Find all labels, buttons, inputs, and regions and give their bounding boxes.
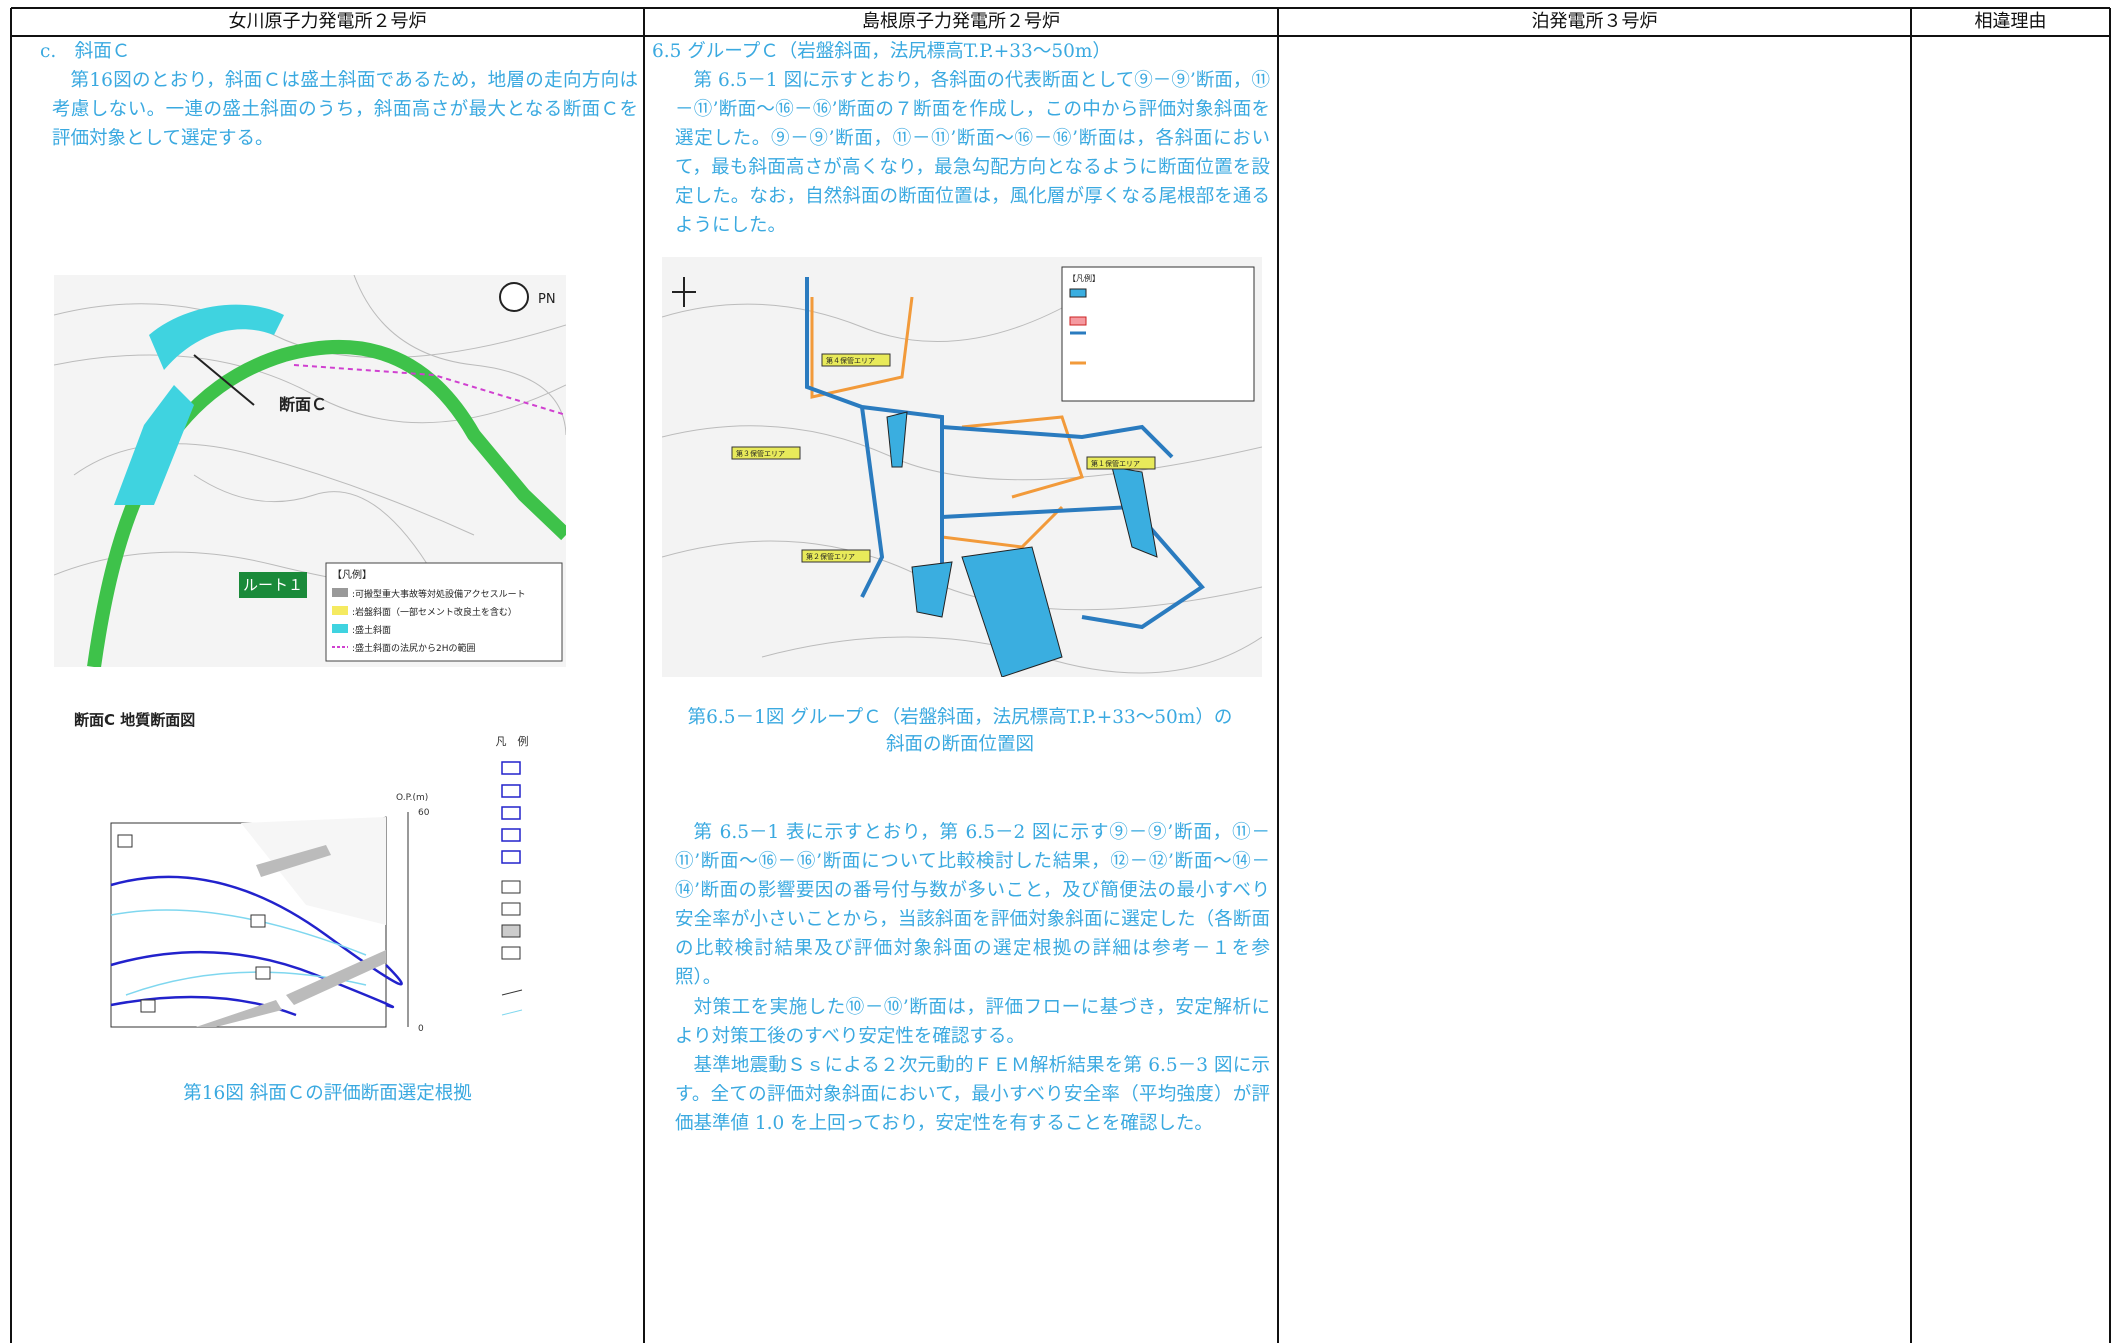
contours: [54, 275, 566, 606]
legend-title: 【凡例】: [332, 568, 372, 581]
legend-item: :岩盤斜面（一部セメント改良土を含む）: [352, 606, 517, 618]
map-figure: 断面Ｃ PN ルート１ 【凡例】 :可搬型重大事故等対処設備アクセスルート :岩…: [54, 275, 566, 667]
access-route: [805, 277, 1206, 630]
fill-slope: [114, 385, 194, 505]
column-header: 島根原子力発電所２号炉: [862, 11, 1060, 32]
north-label: PN: [538, 292, 556, 307]
map-figure: 第４保管エリア 第３保管エリア 第１保管エリア 第２保管エリア 【凡例】: [662, 257, 1262, 677]
paragraph: 第 6.5－1 表に示すとおり，第 6.5－2 図に示す⑨－⑨’断面，⑪－⑪’断…: [675, 822, 1270, 988]
table-top: [11, 7, 2110, 9]
heading: 6.5 グループＣ（岩盤斜面，法尻標高T.P.+33～50m）: [652, 41, 1111, 62]
paragraph: 基準地震動Ｓｓによる２次元動的ＦＥＭ解析結果を第 6.5－3 図に示す。全ての評…: [675, 1055, 1270, 1134]
legend-swatch: [332, 624, 348, 633]
section-line: [193, 354, 255, 406]
column-rule: [643, 8, 645, 1343]
header-rule: [11, 35, 2110, 37]
figure-caption: 第6.5－1図 グループＣ（岩盤斜面，法尻標高T.P.+33～50m）の: [687, 707, 1233, 728]
area-tags: [731, 353, 1156, 563]
axis-tick-label: 60: [418, 808, 430, 818]
paragraph: 対策工を実施した⑩－⑩’断面は，評価フローに基づき，安定解析により対策工後のすべ…: [675, 997, 1270, 1047]
area-label: 第１保管エリア: [1091, 459, 1140, 468]
heading: c. 斜面Ｃ: [40, 41, 131, 62]
route: [87, 340, 566, 667]
figure-caption: 第16図 斜面Ｃの評価断面選定根拠: [183, 1083, 472, 1104]
legend-swatch: [332, 588, 348, 597]
fill-slope: [149, 304, 284, 370]
legend-title: 凡 例: [496, 734, 529, 748]
column-header: 女川原子力発電所２号炉: [228, 11, 427, 32]
slope-area: [886, 411, 1158, 677]
area-label: 第３保管エリア: [736, 449, 785, 458]
section-title: 断面C 地質断面図: [74, 711, 195, 729]
area-label: 第４保管エリア: [826, 356, 875, 365]
section-label: 断面Ｃ: [279, 395, 327, 414]
area-label: 第２保管エリア: [806, 552, 855, 561]
rock-symbol: [140, 999, 156, 1013]
figure-caption: 斜面の断面位置図: [885, 734, 1034, 755]
legend-swatch: [1069, 288, 1087, 298]
legend-item: :盛土斜面の法尻から2Hの範囲: [352, 642, 476, 654]
section-legend: [501, 880, 523, 1016]
rock-symbol: [255, 966, 271, 980]
paragraph: 第 6.5－1 図に示すとおり，各斜面の代表断面として⑨－⑨’断面，⑪－⑪’断面…: [675, 70, 1270, 236]
column-rule: [10, 8, 12, 1343]
legend-title: 【凡例】: [1068, 273, 1100, 283]
axis-tick-label: 0: [418, 1024, 424, 1034]
north-symbol: [499, 282, 529, 312]
section-figure: 断面C 地質断面図 O.P.(m) 60 0 凡 例: [74, 711, 529, 1034]
sub-route: [810, 296, 1084, 549]
paragraph: 第16図のとおり，斜面Ｃは盛土斜面であるため，地層の走向方向は考慮しない。一連の…: [52, 70, 638, 149]
rock-symbol: [117, 834, 133, 848]
route-label: ルート１: [243, 576, 303, 594]
dikes: [196, 845, 386, 1027]
column-rule: [1910, 8, 1912, 1343]
range-line: [293, 364, 566, 416]
column-header: 相違理由: [1974, 11, 2047, 32]
north-arrow: [672, 277, 696, 307]
soil-zone: [241, 817, 386, 925]
section-legend: [501, 761, 521, 864]
map-legend: [325, 562, 563, 662]
map-legend: [1061, 266, 1255, 402]
legend-swatch: [1069, 316, 1087, 326]
route-badge: [239, 572, 307, 598]
legend-item: :可搬型重大事故等対処設備アクセスルート: [352, 588, 526, 600]
column-rule: [2109, 8, 2111, 1343]
axis-label: O.P.(m): [396, 793, 428, 803]
column-rule: [1277, 8, 1279, 1343]
column-header: 泊発電所３号炉: [1531, 11, 1658, 32]
legend-swatch: [332, 606, 348, 615]
rock-symbol: [250, 914, 266, 928]
legend-item: :盛土斜面: [352, 624, 391, 636]
